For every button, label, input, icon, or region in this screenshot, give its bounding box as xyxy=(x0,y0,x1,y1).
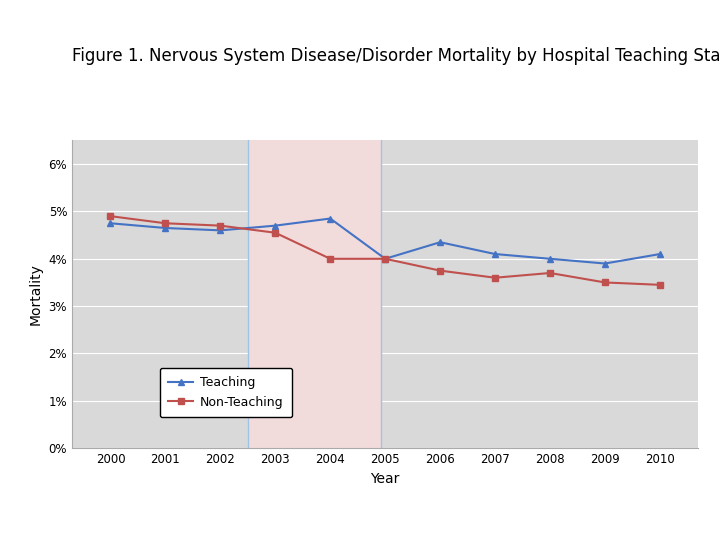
Teaching xyxy=(326,215,335,222)
Teaching xyxy=(381,255,390,262)
Non-Teaching xyxy=(161,220,170,226)
X-axis label: Year: Year xyxy=(371,471,400,485)
Non-Teaching xyxy=(106,213,114,219)
Non-Teaching xyxy=(381,255,390,262)
Line: Non-Teaching: Non-Teaching xyxy=(107,213,663,288)
Non-Teaching xyxy=(216,222,225,229)
Teaching xyxy=(546,255,554,262)
Teaching xyxy=(436,239,444,246)
Bar xyxy=(248,140,381,448)
Text: Figure 1. Nervous System Disease/Disorder Mortality by Hospital Teaching Status: Figure 1. Nervous System Disease/Disorde… xyxy=(72,47,720,65)
Non-Teaching xyxy=(491,274,500,281)
Teaching xyxy=(161,225,170,231)
Non-Teaching xyxy=(271,230,279,236)
Non-Teaching xyxy=(436,267,444,274)
Teaching xyxy=(271,222,279,229)
Non-Teaching xyxy=(656,281,665,288)
Non-Teaching xyxy=(546,270,554,276)
Non-Teaching xyxy=(326,255,335,262)
Legend: Teaching, Non-Teaching: Teaching, Non-Teaching xyxy=(160,368,292,417)
Line: Teaching: Teaching xyxy=(107,215,663,267)
Teaching xyxy=(600,260,609,267)
Y-axis label: Mortality: Mortality xyxy=(29,264,43,325)
Non-Teaching xyxy=(600,279,609,286)
Teaching xyxy=(106,220,114,226)
Teaching xyxy=(216,227,225,234)
Teaching xyxy=(491,251,500,257)
Teaching xyxy=(656,251,665,257)
